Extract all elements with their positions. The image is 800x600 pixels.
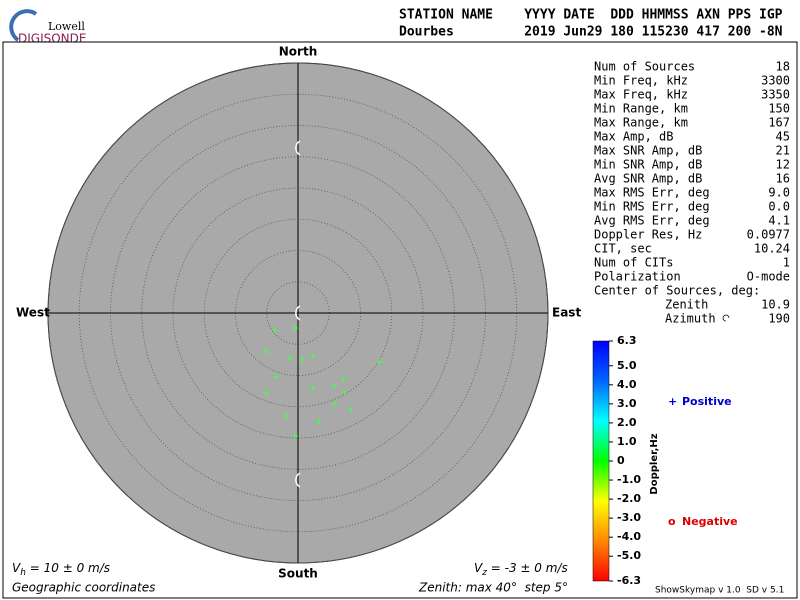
- header-line: Dourbes 2019 Jun29 180 115230 417 200 -8…: [399, 25, 783, 40]
- direction-label: South: [278, 567, 318, 581]
- logo-bottom: DIGISONDE: [18, 32, 86, 46]
- colorbar-title: Doppler,Hz: [649, 433, 660, 494]
- stat-label: Max Range, km: [594, 116, 688, 130]
- stat-label: Doppler Res, Hz: [594, 228, 702, 242]
- stat-label: Num of CITs: [594, 256, 673, 270]
- stat-label: Max RMS Err, deg: [594, 186, 710, 200]
- stat-label: Min RMS Err, deg: [594, 200, 710, 214]
- source-point: [310, 385, 316, 391]
- source-point: [291, 433, 298, 440]
- frame: [2, 41, 798, 599]
- legend-marker: +: [668, 395, 677, 408]
- colorbar: [592, 340, 610, 582]
- center-label: Zenith: [665, 298, 708, 312]
- source-point: [273, 373, 280, 380]
- version-label: ShowSkymap v 1.0 SD v 5.1: [655, 586, 784, 596]
- stat-value: 9.0: [768, 186, 790, 200]
- legend-label: Positive: [682, 395, 732, 408]
- stat-value: 16: [776, 172, 790, 186]
- logo-top: Lowell: [48, 20, 85, 33]
- colorbar-tick-label: -1.0: [617, 473, 641, 486]
- source-point: [291, 325, 298, 331]
- source-point: [271, 326, 278, 333]
- range-marker: [295, 305, 301, 321]
- azimuth-arrow: [722, 314, 730, 322]
- legend-marker: o: [668, 515, 676, 528]
- stat-label: CIT, sec: [594, 242, 652, 256]
- stat-label: Max Amp, dB: [594, 130, 673, 144]
- colorbar-tick-label: 2.0: [617, 416, 637, 429]
- stat-label: Avg SNR Amp, dB: [594, 172, 702, 186]
- source-point: [340, 376, 346, 383]
- center-title: Center of Sources, deg:: [594, 284, 760, 298]
- stat-value: 21: [776, 144, 790, 158]
- colorbar-tick-label: 1.0: [617, 435, 637, 448]
- direction-label: East: [552, 306, 581, 320]
- colorbar-tick-label: -4.0: [617, 530, 641, 543]
- stat-label: Avg RMS Err, deg: [594, 214, 710, 228]
- source-point: [286, 355, 293, 361]
- direction-label: West: [16, 306, 50, 320]
- center-value: 190: [768, 312, 790, 326]
- source-point: [348, 406, 355, 413]
- stat-value: 167: [768, 116, 790, 130]
- vz-label: Vz = -3 ± 0 m/s: [474, 561, 568, 578]
- range-marker: [295, 472, 301, 488]
- stat-label: Min SNR Amp, dB: [594, 158, 702, 172]
- range-marker: [295, 140, 301, 156]
- stat-value: 1: [783, 256, 790, 270]
- colorbar-tick-label: 3.0: [617, 397, 637, 410]
- colorbar-tick-label: 6.3: [617, 334, 637, 347]
- stat-value: 0.0977: [747, 228, 790, 242]
- zenith-label: Zenith: max 40° step 5°: [418, 581, 568, 595]
- source-point: [376, 358, 383, 365]
- colorbar-tick-label: -2.0: [617, 492, 641, 505]
- stat-value: O-mode: [747, 270, 790, 284]
- source-point: [263, 390, 270, 396]
- stat-label: Num of Sources: [594, 60, 695, 74]
- plot: [47, 62, 549, 564]
- source-point: [341, 388, 348, 395]
- header-line: STATION NAME YYYY DATE DDD HHMMSS AXN PP…: [399, 8, 783, 23]
- direction-label: North: [279, 45, 317, 59]
- stat-value: 0.0: [768, 200, 790, 214]
- stat-value: 4.1: [768, 214, 790, 228]
- stat-value: 10.24: [754, 242, 790, 256]
- source-point: [310, 353, 316, 360]
- colorbar-tick-label: 0: [617, 454, 625, 467]
- stat-label: Min Range, km: [594, 102, 688, 116]
- colorbar-tick-label: -3.0: [617, 511, 641, 524]
- logo-swoosh: [9, 9, 38, 42]
- stat-value: 3350: [761, 88, 790, 102]
- source-point: [316, 418, 323, 425]
- stat-label: Min Freq, kHz: [594, 74, 688, 88]
- colorbar-tick-label: 4.0: [617, 378, 637, 391]
- source-point: [298, 356, 305, 363]
- coords-label: Geographic coordinates: [12, 581, 155, 595]
- stat-label: Polarization: [594, 270, 681, 284]
- stat-value: 18: [776, 60, 790, 74]
- colorbar-tick-label: -5.0: [617, 549, 641, 562]
- center-value: 10.9: [761, 298, 790, 312]
- source-point: [331, 401, 338, 408]
- stat-value: 12: [776, 158, 790, 172]
- center-label: Azimuth: [665, 312, 716, 326]
- source-point: [263, 348, 270, 355]
- colorbar-tick-label: 5.0: [617, 359, 637, 372]
- vh-label: Vh = 10 ± 0 m/s: [12, 561, 110, 578]
- colorbar-tick-label: -6.3: [617, 574, 641, 587]
- source-point: [331, 383, 338, 390]
- stat-value: 3300: [761, 74, 790, 88]
- stat-label: Max SNR Amp, dB: [594, 144, 702, 158]
- legend-label: Negative: [682, 515, 738, 528]
- source-point: [283, 413, 290, 420]
- stat-label: Max Freq, kHz: [594, 88, 688, 102]
- stat-value: 45: [776, 130, 790, 144]
- stat-value: 150: [768, 102, 790, 116]
